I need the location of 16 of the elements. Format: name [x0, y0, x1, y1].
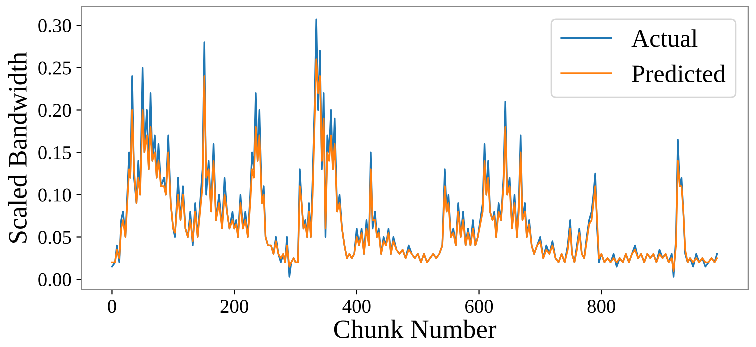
y-tick-label: 0.00	[38, 273, 72, 287]
y-tick-label: 0.10	[38, 188, 72, 202]
y-tick-label: 0.20	[38, 104, 72, 118]
y-tick-label: 0.15	[38, 146, 72, 160]
x-tick-label: 0	[108, 300, 116, 314]
x-tick-label: 600	[466, 300, 494, 314]
x-tick-label: 800	[588, 300, 616, 314]
legend-label: Actual	[632, 30, 698, 48]
x-tick-label: 200	[220, 300, 248, 314]
x-tick-label: 400	[342, 300, 371, 314]
legend-label: Predicted	[632, 64, 726, 83]
y-tick-label: 0.05	[38, 231, 72, 244]
y-axis-title: Scaled Bandwidth	[8, 52, 27, 243]
y-tick-label: 0.25	[38, 62, 72, 75]
y-tick-label: 0.30	[38, 19, 72, 33]
x-axis-title: Chunk Number	[334, 320, 497, 338]
